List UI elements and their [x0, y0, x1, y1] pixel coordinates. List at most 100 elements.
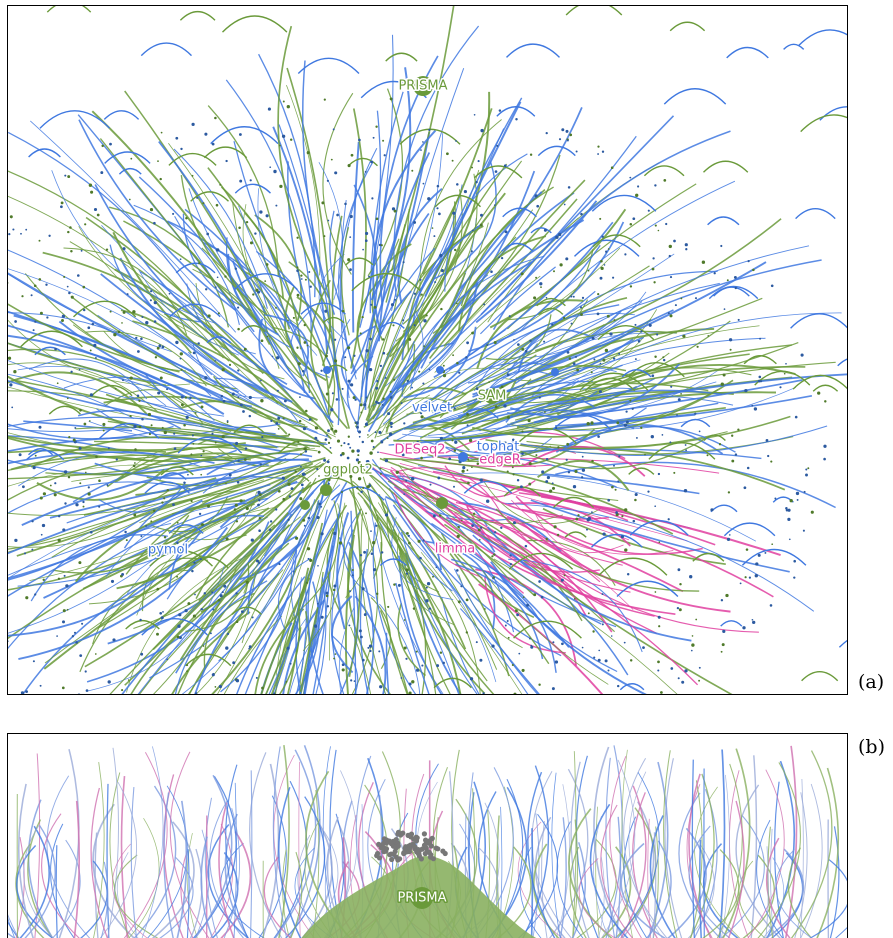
node	[67, 175, 70, 178]
node	[501, 257, 503, 259]
node	[243, 514, 245, 516]
node	[423, 743, 426, 746]
node	[530, 645, 532, 647]
node	[301, 278, 303, 280]
node	[440, 849, 445, 854]
node	[382, 404, 384, 406]
node	[217, 276, 219, 278]
node	[365, 171, 367, 173]
node	[505, 230, 508, 233]
node	[393, 583, 395, 585]
node	[34, 284, 37, 287]
node	[599, 695, 601, 697]
node	[752, 269, 755, 272]
node	[328, 479, 331, 482]
node	[454, 449, 457, 452]
edge	[720, 750, 725, 938]
node	[176, 576, 178, 578]
node	[673, 472, 675, 474]
node	[494, 531, 496, 533]
node	[62, 620, 65, 623]
node	[354, 399, 356, 401]
node	[823, 445, 826, 448]
node	[334, 430, 337, 433]
node	[359, 629, 362, 632]
node	[391, 796, 394, 799]
node	[516, 613, 519, 616]
node	[21, 295, 23, 297]
node	[303, 447, 306, 450]
node	[535, 277, 537, 279]
node	[566, 443, 569, 446]
node	[349, 447, 351, 449]
node	[312, 712, 314, 714]
node	[277, 417, 280, 420]
node	[196, 197, 198, 199]
node	[279, 145, 281, 147]
node	[369, 650, 371, 652]
node	[662, 356, 664, 358]
node	[582, 297, 584, 299]
node	[372, 700, 374, 702]
node	[68, 476, 70, 478]
edge	[744, 356, 776, 364]
node	[317, 603, 319, 605]
node	[391, 303, 394, 306]
node	[613, 357, 615, 359]
node	[740, 582, 742, 584]
node	[359, 436, 361, 438]
node	[588, 612, 590, 614]
node	[535, 454, 537, 456]
node	[246, 221, 248, 223]
node	[375, 387, 378, 390]
node	[580, 306, 582, 308]
node	[81, 250, 83, 252]
node-label: DESeq2	[395, 443, 446, 458]
node	[464, 190, 467, 193]
node	[657, 709, 659, 711]
node	[605, 659, 608, 662]
node	[61, 201, 64, 204]
node	[655, 225, 657, 227]
node	[678, 568, 681, 571]
node	[82, 747, 85, 750]
node	[640, 427, 642, 429]
node	[348, 624, 350, 626]
node	[714, 272, 716, 274]
node	[801, 354, 804, 357]
node	[116, 458, 118, 460]
node	[304, 525, 306, 527]
node	[387, 437, 389, 439]
node	[121, 720, 123, 722]
node	[403, 422, 405, 424]
node	[65, 584, 68, 587]
node	[406, 532, 409, 535]
node	[357, 454, 359, 456]
node	[290, 663, 292, 665]
node	[349, 236, 351, 238]
node	[552, 641, 554, 643]
node	[663, 179, 666, 182]
node	[43, 492, 46, 495]
node	[33, 660, 35, 662]
node	[201, 405, 204, 408]
node	[444, 781, 447, 784]
node	[350, 383, 353, 386]
node	[385, 513, 388, 516]
node	[609, 332, 612, 335]
node	[621, 711, 623, 713]
node	[186, 664, 188, 666]
node	[585, 753, 588, 756]
node	[162, 427, 164, 429]
node	[46, 316, 48, 318]
node	[742, 626, 745, 629]
node	[770, 461, 772, 463]
node	[179, 636, 182, 639]
node	[229, 473, 232, 476]
node	[315, 426, 318, 429]
node	[121, 573, 124, 576]
node	[22, 485, 25, 488]
node	[181, 396, 184, 399]
node	[10, 215, 13, 218]
node	[484, 608, 486, 610]
